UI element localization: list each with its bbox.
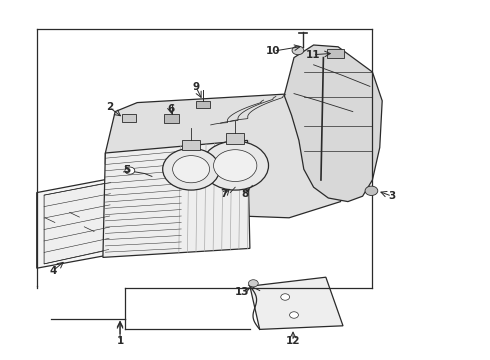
- Circle shape: [365, 186, 378, 195]
- Polygon shape: [250, 277, 343, 329]
- Circle shape: [125, 167, 135, 174]
- Circle shape: [281, 294, 290, 300]
- Polygon shape: [44, 183, 111, 264]
- Polygon shape: [284, 45, 382, 202]
- Bar: [226, 133, 244, 144]
- Text: 3: 3: [389, 191, 395, 201]
- Text: 7: 7: [220, 189, 228, 199]
- Text: 12: 12: [286, 336, 300, 346]
- Bar: [182, 140, 200, 150]
- Text: 8: 8: [242, 189, 248, 199]
- Text: 6: 6: [167, 104, 174, 114]
- Circle shape: [172, 156, 210, 183]
- Polygon shape: [103, 140, 250, 257]
- Text: 2: 2: [106, 102, 113, 112]
- Circle shape: [202, 141, 269, 190]
- Text: 1: 1: [117, 336, 123, 346]
- Text: 4: 4: [49, 266, 57, 276]
- Text: 9: 9: [193, 82, 199, 92]
- Bar: [164, 114, 179, 123]
- Circle shape: [292, 46, 304, 55]
- Text: 5: 5: [123, 165, 130, 175]
- Polygon shape: [105, 94, 343, 218]
- Circle shape: [163, 148, 220, 190]
- Circle shape: [214, 150, 257, 181]
- Circle shape: [290, 312, 298, 318]
- Text: 10: 10: [266, 46, 281, 56]
- Bar: [196, 101, 210, 108]
- Text: 13: 13: [234, 287, 249, 297]
- Bar: [122, 114, 136, 122]
- Text: 11: 11: [305, 50, 320, 60]
- Polygon shape: [37, 178, 115, 268]
- Bar: [327, 49, 344, 58]
- Circle shape: [248, 280, 258, 287]
